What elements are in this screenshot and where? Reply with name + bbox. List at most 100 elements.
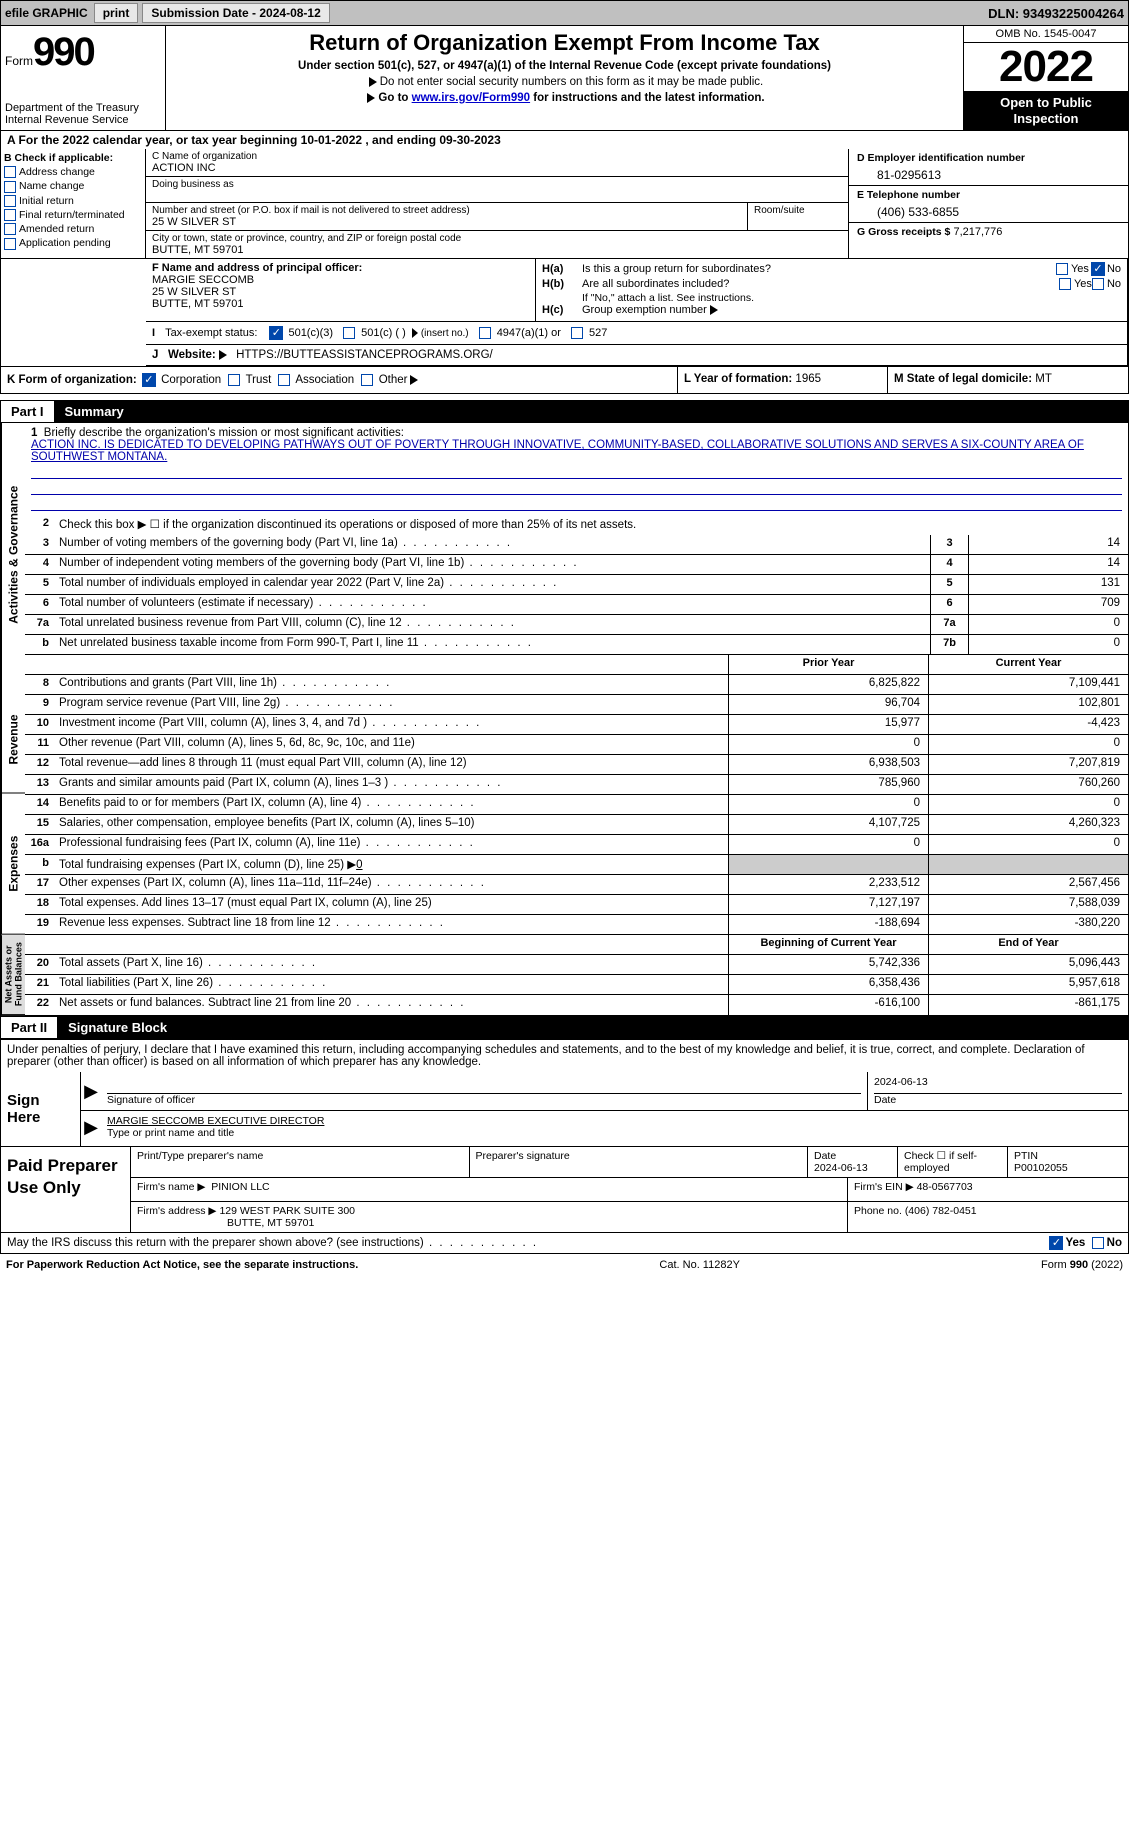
- city: BUTTE, MT 59701: [152, 244, 842, 256]
- dba-label: Doing business as: [152, 179, 842, 190]
- val-5: 131: [968, 575, 1128, 594]
- vtab-net-assets: Net Assets or Fund Balances: [1, 935, 25, 1015]
- street-label: Number and street (or P.O. box if mail i…: [152, 205, 741, 216]
- line-6: Total number of volunteers (estimate if …: [55, 595, 930, 614]
- line-17: Other expenses (Part IX, column (A), lin…: [55, 875, 728, 894]
- line-22: Net assets or fund balances. Subtract li…: [55, 995, 728, 1015]
- room-label: Room/suite: [754, 205, 842, 216]
- efile-label: efile GRAPHIC: [5, 6, 88, 20]
- chk-final-return[interactable]: Final return/terminated: [4, 209, 142, 221]
- line-2: Check this box ▶ ☐ if the organization d…: [55, 515, 1128, 535]
- sign-here-label: Sign Here: [1, 1072, 81, 1146]
- form-ref: Form 990 (2022): [1041, 1259, 1123, 1271]
- tax-exempt-row: I Tax-exempt status: ✓ 501(c)(3) 501(c) …: [146, 322, 1127, 345]
- line-10: Investment income (Part VIII, column (A)…: [55, 715, 728, 734]
- sig-name-label: Type or print name and title: [107, 1127, 1122, 1139]
- officer-name: MARGIE SECCOMB: [152, 274, 529, 286]
- vtab-revenue: Revenue: [1, 687, 25, 794]
- val-7a: 0: [968, 615, 1128, 634]
- chk-amended-return[interactable]: Amended return: [4, 223, 142, 235]
- phone: (406) 533-6855: [857, 205, 1120, 219]
- h-c: H(c) Group exemption number: [542, 304, 1121, 316]
- b-label: B Check if applicable:: [4, 152, 142, 164]
- h-note: If "No," attach a list. See instructions…: [542, 292, 1121, 304]
- officer-block: F Name and address of principal officer:…: [0, 259, 1129, 367]
- form-title: Return of Organization Exempt From Incom…: [174, 30, 955, 56]
- prior-year-header: Prior Year: [728, 655, 928, 674]
- officer-city: BUTTE, MT 59701: [152, 298, 529, 310]
- signature-declaration: Under penalties of perjury, I declare th…: [0, 1039, 1129, 1072]
- paid-preparer-label: Paid Preparer Use Only: [1, 1147, 131, 1232]
- chk-name-change[interactable]: Name change: [4, 180, 142, 192]
- form-subtitle: Under section 501(c), 527, or 4947(a)(1)…: [174, 60, 955, 72]
- checkmark-icon: ✓: [1049, 1236, 1063, 1250]
- officer-street: 25 W SILVER ST: [152, 286, 529, 298]
- summary-section: Activities & Governance Revenue Expenses…: [0, 423, 1129, 1016]
- omb-number: OMB No. 1545-0047: [964, 26, 1128, 43]
- website-value: HTTPS://BUTTEASSISTANCEPROGRAMS.ORG/: [236, 349, 493, 361]
- arrow-icon: ▶: [81, 1111, 101, 1143]
- identity-block: B Check if applicable: Address change Na…: [0, 149, 1129, 259]
- line-15: Salaries, other compensation, employee b…: [55, 815, 728, 834]
- gross-receipts-label: G Gross receipts $: [857, 226, 950, 238]
- form-header: Form 990 Department of the Treasury Inte…: [0, 26, 1129, 131]
- catalog-number: Cat. No. 11282Y: [659, 1259, 740, 1271]
- vtab-expenses: Expenses: [1, 793, 25, 935]
- h-a: H(a) Is this a group return for subordin…: [542, 262, 1121, 276]
- org-name-label: C Name of organization: [152, 151, 842, 162]
- street: 25 W SILVER ST: [152, 216, 741, 228]
- line-5: Total number of individuals employed in …: [55, 575, 930, 594]
- open-to-public: Open to PublicInspection: [964, 91, 1128, 130]
- goto-line: Go to www.irs.gov/Form990 for instructio…: [174, 92, 955, 104]
- val-3: 14: [968, 535, 1128, 554]
- chk-application-pending[interactable]: Application pending: [4, 237, 142, 249]
- line-13: Grants and similar amounts paid (Part IX…: [55, 775, 728, 794]
- paid-preparer-block: Paid Preparer Use Only Print/Type prepar…: [0, 1147, 1129, 1233]
- val-6: 709: [968, 595, 1128, 614]
- dept-label: Department of the Treasury: [5, 102, 161, 114]
- line-9: Program service revenue (Part VIII, line…: [55, 695, 728, 714]
- line-14: Benefits paid to or for members (Part IX…: [55, 795, 728, 814]
- end-year-header: End of Year: [928, 935, 1128, 954]
- phone-label: E Telephone number: [857, 189, 1120, 201]
- line-21: Total liabilities (Part X, line 26): [55, 975, 728, 994]
- officer-label: F Name and address of principal officer:: [152, 262, 529, 274]
- k-row: K Form of organization: ✓ Corporation Tr…: [0, 367, 1129, 394]
- page-footer: For Paperwork Reduction Act Notice, see …: [0, 1256, 1129, 1274]
- chk-address-change[interactable]: Address change: [4, 166, 142, 178]
- checkmark-icon: ✓: [142, 373, 156, 387]
- line-3: Number of voting members of the governin…: [55, 535, 930, 554]
- dln-label: DLN: 93493225004264: [988, 6, 1124, 21]
- line-8: Contributions and grants (Part VIII, lin…: [55, 675, 728, 694]
- line-20: Total assets (Part X, line 16): [55, 955, 728, 974]
- line-11: Other revenue (Part VIII, column (A), li…: [55, 735, 728, 754]
- ssn-notice: Do not enter social security numbers on …: [174, 76, 955, 88]
- vtab-governance: Activities & Governance: [1, 423, 25, 687]
- irs-link[interactable]: www.irs.gov/Form990: [412, 92, 530, 104]
- part1-header: Part I Summary: [0, 400, 1129, 423]
- ein: 81-0295613: [857, 168, 1120, 182]
- top-toolbar: efile GRAPHIC print Submission Date - 20…: [0, 0, 1129, 26]
- line-7b: Net unrelated business taxable income fr…: [55, 635, 930, 654]
- paperwork-notice: For Paperwork Reduction Act Notice, see …: [6, 1259, 358, 1271]
- line-4: Number of independent voting members of …: [55, 555, 930, 574]
- line-19: Revenue less expenses. Subtract line 18 …: [55, 915, 728, 934]
- form-number: Form 990: [5, 30, 161, 75]
- sig-name: MARGIE SECCOMB EXECUTIVE DIRECTOR: [107, 1115, 1122, 1127]
- ein-label: D Employer identification number: [857, 152, 1120, 164]
- checkmark-icon: ✓: [269, 326, 283, 340]
- val-4: 14: [968, 555, 1128, 574]
- sign-here-block: Sign Here ▶ Signature of officer 2024-06…: [0, 1072, 1129, 1147]
- org-name: ACTION INC: [152, 162, 842, 174]
- city-label: City or town, state or province, country…: [152, 233, 842, 244]
- arrow-icon: ▶: [81, 1072, 101, 1110]
- print-button[interactable]: print: [94, 3, 139, 23]
- line-18: Total expenses. Add lines 13–17 (must eq…: [55, 895, 728, 914]
- val-7b: 0: [968, 635, 1128, 654]
- mission-text: ACTION INC. IS DEDICATED TO DEVELOPING P…: [31, 439, 1084, 463]
- line-1: 1 Briefly describe the organization's mi…: [25, 423, 1128, 515]
- submission-date-button[interactable]: Submission Date - 2024-08-12: [142, 3, 329, 23]
- line-16a: Professional fundraising fees (Part IX, …: [55, 835, 728, 854]
- irs-label: Internal Revenue Service: [5, 114, 161, 126]
- chk-initial-return[interactable]: Initial return: [4, 195, 142, 207]
